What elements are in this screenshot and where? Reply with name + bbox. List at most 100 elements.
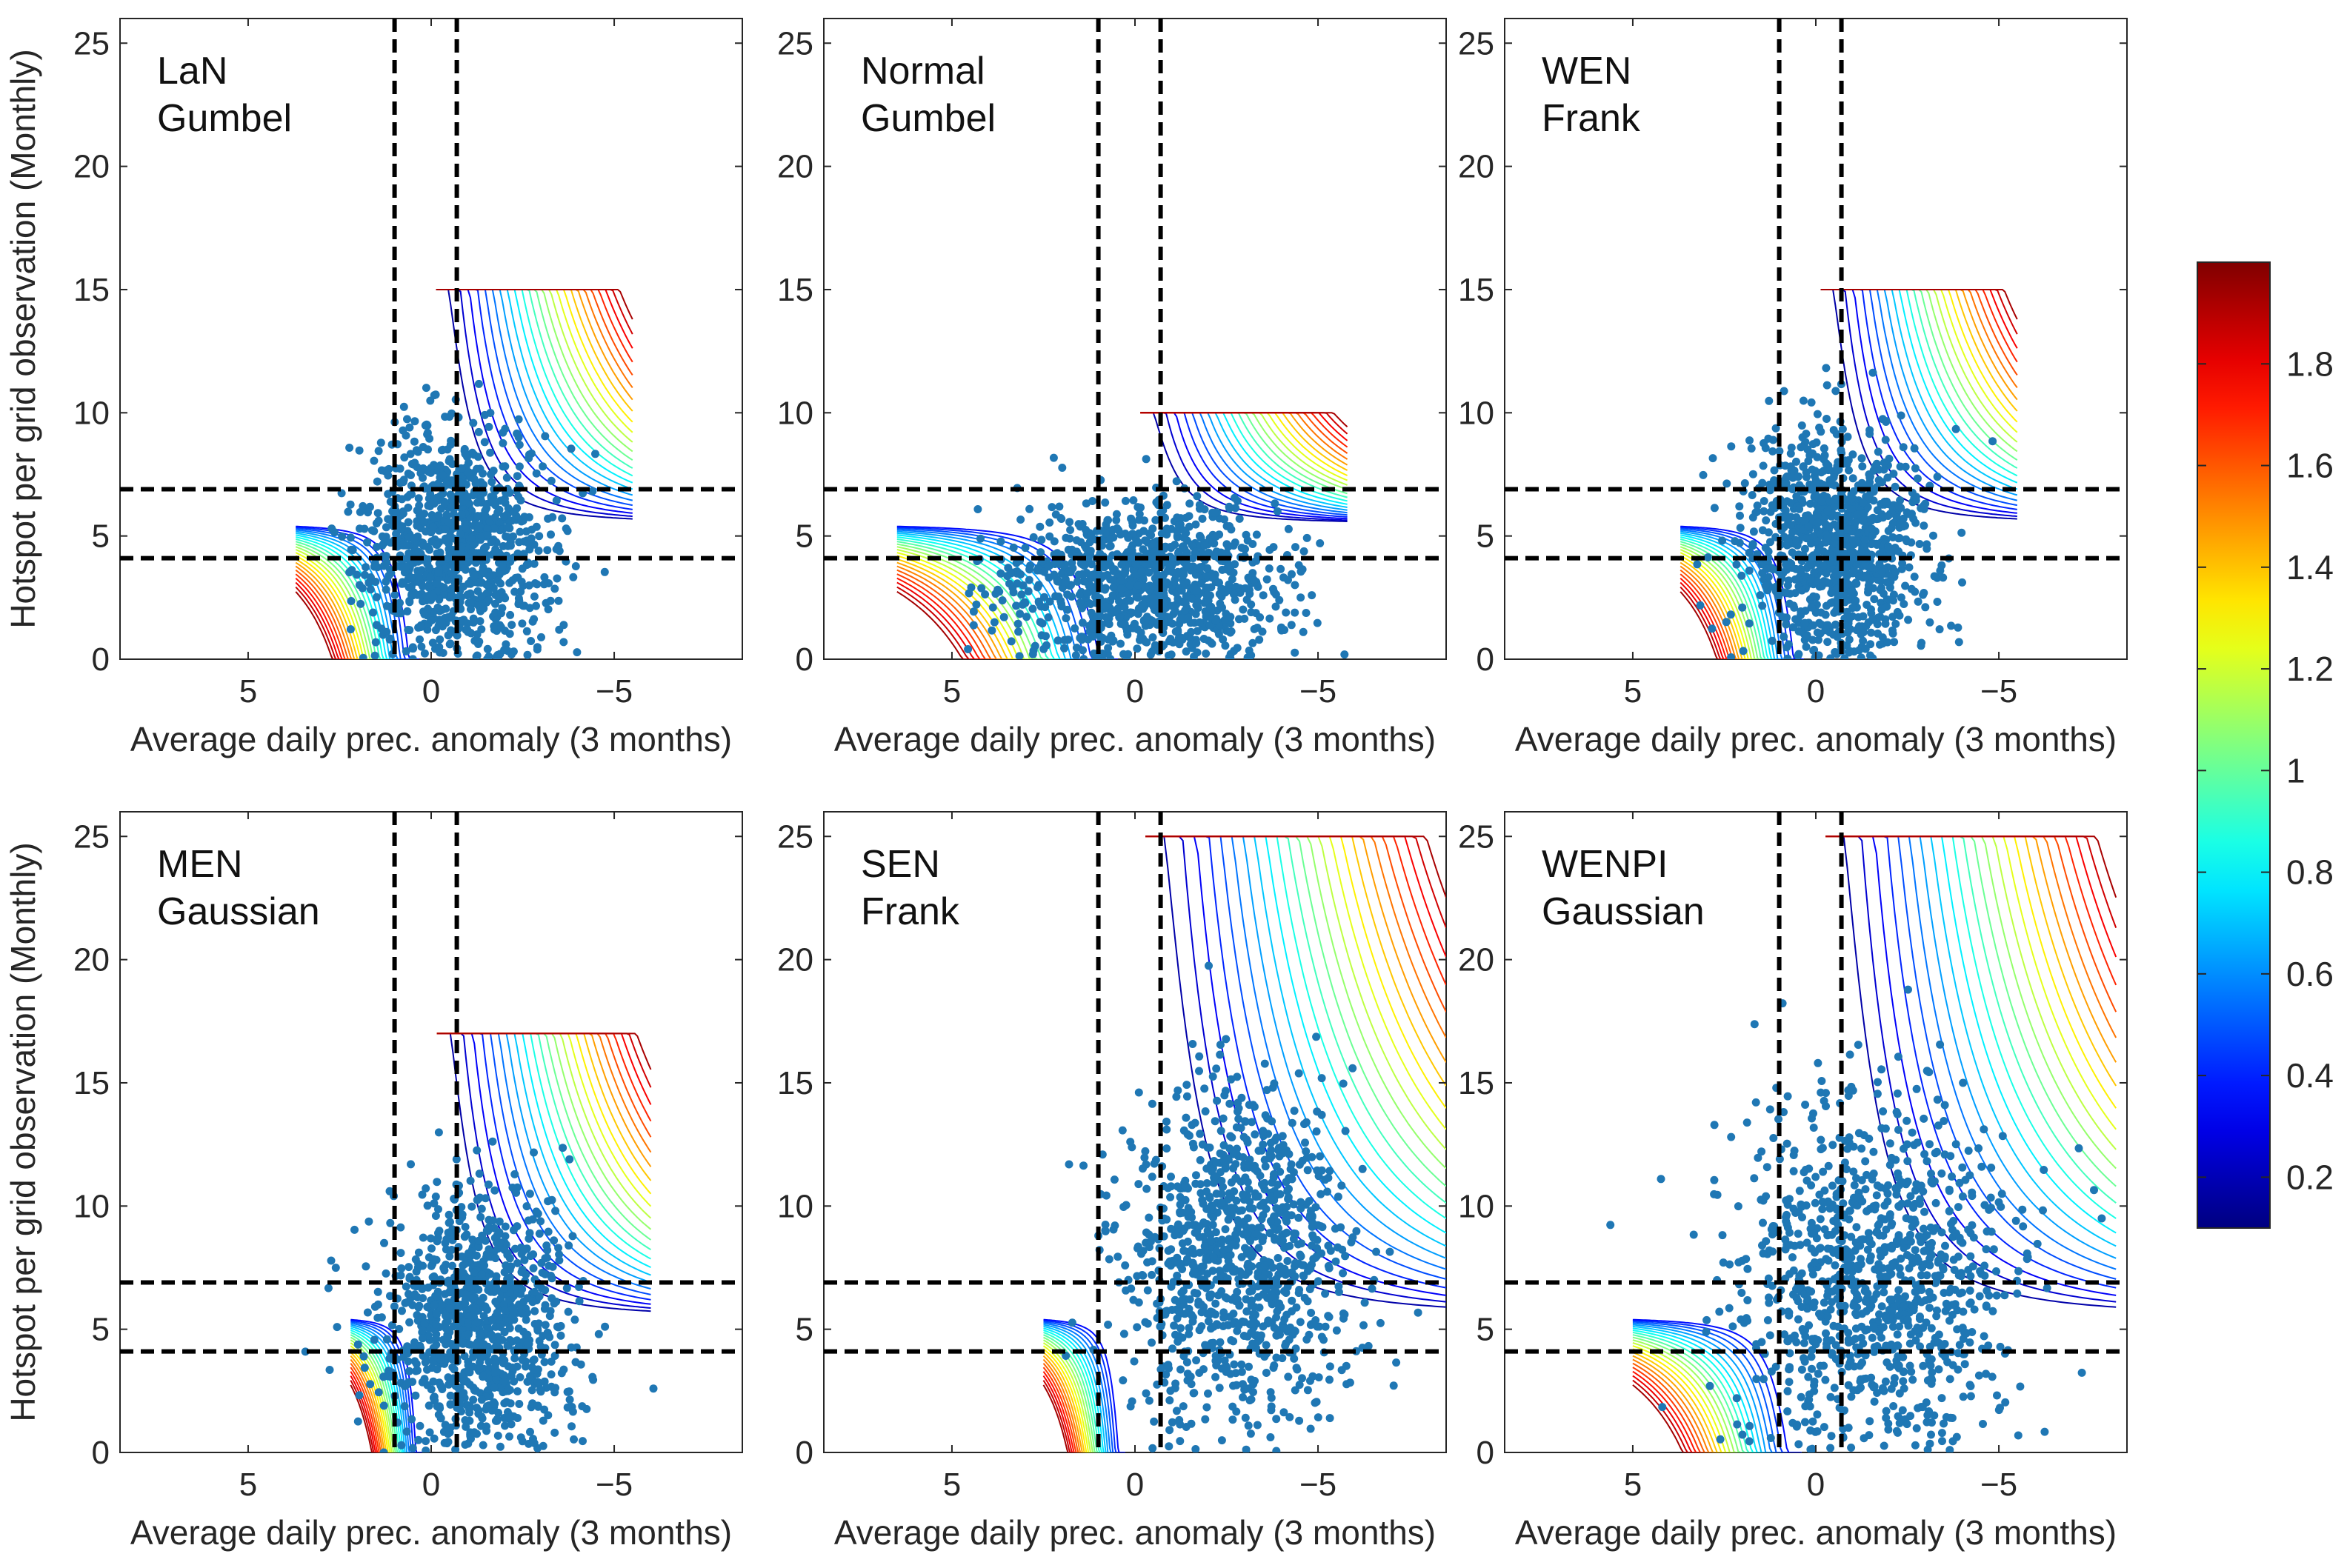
scatter-point — [1904, 615, 1913, 624]
scatter-point — [503, 533, 512, 541]
scatter-point — [1037, 536, 1046, 544]
scatter-point — [446, 1423, 455, 1432]
scatter-point — [1840, 549, 1849, 558]
x-tick-label: 5 — [239, 1467, 257, 1503]
scatter-point — [1256, 1223, 1265, 1232]
scatter-point — [420, 610, 429, 618]
scatter-point — [493, 1308, 502, 1317]
scatter-point — [547, 1294, 556, 1303]
scatter-point — [539, 1332, 547, 1341]
scatter-point — [436, 461, 445, 470]
scatter-point — [522, 527, 530, 536]
y-tick-label: 5 — [1477, 518, 1494, 555]
scatter-point — [536, 1385, 545, 1394]
scatter-point — [415, 576, 424, 584]
scatter-point — [1782, 478, 1791, 487]
scatter-point — [1317, 1110, 1326, 1119]
scatter-point — [1168, 567, 1177, 576]
scatter-point — [434, 568, 443, 577]
scatter-point — [485, 422, 493, 431]
scatter-point — [1185, 1324, 1194, 1332]
scatter-point — [1838, 424, 1847, 433]
contour-line — [1679, 591, 1804, 659]
scatter-point — [405, 423, 414, 432]
y-tick-label: 25 — [777, 25, 813, 61]
contour-line — [295, 561, 419, 659]
contour-line — [1042, 1342, 1125, 1452]
x-tick-label: −5 — [596, 673, 633, 710]
scatter-point — [1845, 635, 1854, 644]
scatter-point — [479, 1441, 487, 1449]
scatter-point — [1191, 520, 1200, 529]
scatter-point — [996, 569, 1005, 578]
scatter-point — [1202, 611, 1211, 620]
scatter-point — [505, 630, 514, 638]
contour-line — [1042, 1352, 1125, 1452]
scatter-point — [1162, 524, 1171, 533]
scatter-point — [1922, 544, 1931, 553]
scatter-point — [385, 1372, 394, 1381]
scatter-point — [523, 1339, 532, 1348]
panel-label-region: LaN — [157, 50, 227, 93]
scatter-point — [1745, 619, 1754, 628]
scatter-point — [1760, 507, 1768, 516]
scatter-point — [404, 625, 413, 634]
scatter-point — [377, 1313, 386, 1322]
scatter-point — [482, 1427, 491, 1435]
scatter-point — [1822, 569, 1831, 578]
scatter-point — [433, 1178, 442, 1187]
scatter-point — [463, 625, 472, 634]
scatter-point — [1267, 1146, 1276, 1155]
scatter-point — [1823, 621, 1832, 630]
scatter-point — [1299, 547, 1308, 556]
scatter-point — [1182, 1081, 1191, 1090]
scatter-point — [1868, 368, 1877, 377]
contour-line — [896, 527, 1118, 659]
scatter-point — [1225, 522, 1234, 530]
scatter-point — [565, 1241, 573, 1250]
scatter-point — [1013, 619, 1022, 628]
scatter-point — [1870, 595, 1879, 604]
scatter-point — [403, 607, 412, 615]
panel-label-region: Normal — [861, 50, 985, 93]
scatter-point — [1718, 536, 1727, 545]
scatter-point — [410, 1290, 419, 1299]
scatter-point — [1988, 437, 1997, 446]
scatter-point — [370, 651, 379, 659]
scatter-point — [1761, 581, 1770, 590]
scatter-point — [429, 1358, 438, 1367]
scatter-point — [1145, 1396, 1153, 1405]
scatter-point — [1120, 603, 1129, 612]
scatter-point — [496, 1442, 505, 1451]
scatter-point — [411, 1255, 420, 1264]
scatter-point — [1302, 533, 1311, 542]
scatter-point — [1202, 650, 1211, 658]
scatter-point — [1302, 1147, 1311, 1155]
scatter-point — [473, 453, 482, 461]
scatter-point — [1313, 618, 1322, 627]
scatter-point — [430, 1301, 439, 1310]
scatter-point — [487, 478, 496, 487]
scatter-point — [386, 565, 395, 574]
scatter-point — [1840, 654, 1849, 659]
scatter-point — [1921, 603, 1930, 612]
scatter-point — [491, 590, 500, 599]
scatter-point — [526, 1427, 534, 1436]
scatter-point — [1842, 621, 1851, 630]
scatter-point — [1364, 1341, 1373, 1350]
scatter-point — [1799, 462, 1808, 471]
scatter-point — [407, 471, 415, 479]
scatter-point — [1860, 509, 1868, 518]
scatter-point — [471, 1387, 480, 1395]
scatter-point — [1071, 651, 1080, 659]
scatter-point — [1269, 584, 1277, 593]
scatter-point — [425, 1428, 434, 1437]
scatter-point — [1035, 598, 1043, 607]
scatter-point — [1122, 627, 1131, 635]
scatter-point — [1120, 620, 1129, 628]
scatter-point — [499, 1359, 508, 1368]
scatter-point — [550, 1388, 559, 1397]
scatter-point — [1241, 584, 1250, 593]
scatter-point — [1053, 577, 1062, 586]
